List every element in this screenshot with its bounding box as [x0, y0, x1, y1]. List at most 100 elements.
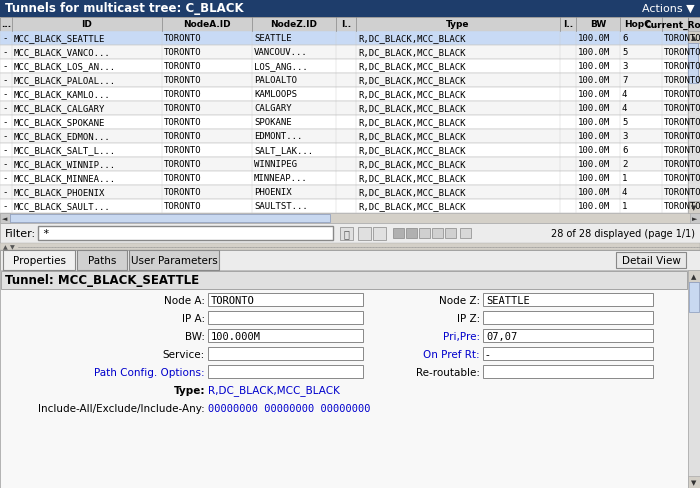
Text: IP Z:: IP Z: — [456, 313, 480, 324]
Text: R,DC_BLACK,MCC_BLACK: R,DC_BLACK,MCC_BLACK — [358, 202, 466, 211]
Text: ▲: ▲ — [3, 244, 8, 249]
Text: ▼: ▼ — [692, 204, 696, 210]
Bar — [0, 224, 700, 244]
Text: 4: 4 — [622, 188, 627, 197]
Text: 5: 5 — [622, 118, 627, 127]
Text: 1: 1 — [622, 202, 627, 211]
Text: SAULTST...: SAULTST... — [254, 202, 308, 211]
Text: I..: I.. — [563, 20, 573, 29]
Bar — [0, 172, 688, 185]
Bar — [0, 46, 688, 60]
Text: User Parameters: User Parameters — [131, 256, 218, 265]
Text: Type:: Type: — [174, 385, 205, 395]
Text: 2: 2 — [622, 160, 627, 169]
Text: TORONTO-SA...: TORONTO-SA... — [664, 146, 700, 155]
Bar — [483, 365, 653, 378]
Bar — [616, 252, 686, 268]
Text: Include-All/Exclude/Include-Any:: Include-All/Exclude/Include-Any: — [38, 403, 205, 413]
Text: 4: 4 — [622, 90, 627, 99]
Text: IP A:: IP A: — [182, 313, 205, 324]
Text: TORONTO: TORONTO — [211, 295, 255, 305]
Text: TORONTO-SA...: TORONTO-SA... — [664, 202, 700, 211]
Text: R,DC_BLACK,MCC_BLACK: R,DC_BLACK,MCC_BLACK — [358, 48, 466, 58]
Bar — [208, 329, 363, 342]
Bar — [10, 215, 330, 223]
Text: TORONTO-SA...: TORONTO-SA... — [664, 90, 700, 99]
Text: -: - — [2, 35, 8, 43]
Text: -: - — [2, 188, 8, 197]
Text: TORONTO: TORONTO — [164, 160, 202, 169]
Bar — [688, 32, 700, 214]
Text: R,DC_BLACK,MCC_BLACK: R,DC_BLACK,MCC_BLACK — [358, 62, 466, 71]
Bar — [688, 202, 700, 214]
Text: KAMLOOPS: KAMLOOPS — [254, 90, 297, 99]
Text: TORONTO: TORONTO — [164, 35, 202, 43]
Text: 100.0M: 100.0M — [578, 62, 610, 71]
Text: -: - — [486, 349, 490, 359]
Text: ID: ID — [82, 20, 92, 29]
Text: 4: 4 — [622, 104, 627, 113]
Text: PHOENIX: PHOENIX — [254, 188, 292, 197]
Bar — [688, 270, 700, 488]
Bar — [0, 18, 700, 32]
Text: 100.0M: 100.0M — [578, 188, 610, 197]
Text: WINNIPEG: WINNIPEG — [254, 160, 297, 169]
Text: SALT_LAK...: SALT_LAK... — [254, 146, 313, 155]
Bar — [208, 347, 363, 360]
Text: 100.0M: 100.0M — [578, 202, 610, 211]
Bar — [688, 270, 700, 283]
Text: MCC_BLACK_MINNEA...: MCC_BLACK_MINNEA... — [14, 174, 116, 183]
Text: R,DC_BLACK,MCC_BLACK: R,DC_BLACK,MCC_BLACK — [358, 35, 466, 43]
Text: -: - — [2, 118, 8, 127]
Text: 5: 5 — [622, 48, 627, 58]
Bar — [0, 143, 688, 158]
Text: 6: 6 — [622, 35, 627, 43]
Text: SPOKANE: SPOKANE — [254, 118, 292, 127]
Text: TORONTO-SA...: TORONTO-SA... — [664, 35, 700, 43]
Bar — [0, 130, 688, 143]
Text: MCC_BLACK_SPOKANE: MCC_BLACK_SPOKANE — [14, 118, 106, 127]
Bar — [0, 158, 688, 172]
Bar — [689, 283, 699, 312]
Text: ▲: ▲ — [692, 35, 696, 41]
Text: -: - — [2, 104, 8, 113]
Text: MCC_BLACK_KAMLO...: MCC_BLACK_KAMLO... — [14, 90, 111, 99]
Text: 1: 1 — [622, 174, 627, 183]
Text: TORONTO: TORONTO — [164, 104, 202, 113]
Bar — [0, 185, 688, 200]
Text: NodeZ.ID: NodeZ.ID — [270, 20, 318, 29]
Text: 100.0M: 100.0M — [578, 160, 610, 169]
Text: TORONTO: TORONTO — [164, 62, 202, 71]
Bar — [445, 228, 456, 239]
Text: HopC..: HopC.. — [624, 20, 658, 29]
Text: MCC_BLACK_SAULT...: MCC_BLACK_SAULT... — [14, 202, 111, 211]
Text: -: - — [2, 146, 8, 155]
Bar — [129, 250, 219, 270]
Text: R,DC_BLACK,MCC_BLACK: R,DC_BLACK,MCC_BLACK — [358, 90, 466, 99]
Text: MINNEAP...: MINNEAP... — [254, 174, 308, 183]
Text: -: - — [2, 160, 8, 169]
Text: NodeA.ID: NodeA.ID — [183, 20, 231, 29]
Bar — [690, 214, 700, 224]
Bar — [0, 250, 700, 488]
Text: -: - — [2, 48, 8, 58]
Text: Paths: Paths — [88, 256, 116, 265]
Text: LOS_ANG...: LOS_ANG... — [254, 62, 308, 71]
Text: R,DC_BLACK,MCC_BLACK: R,DC_BLACK,MCC_BLACK — [358, 132, 466, 141]
Text: SEATTLE: SEATTLE — [254, 35, 292, 43]
Bar — [3, 250, 75, 270]
Bar — [208, 365, 363, 378]
Text: -: - — [2, 132, 8, 141]
Bar — [393, 228, 404, 239]
Text: TORONTO: TORONTO — [164, 118, 202, 127]
Bar — [688, 44, 698, 84]
Bar — [0, 244, 700, 250]
Bar — [688, 18, 700, 32]
Text: TORONTO-MI...: TORONTO-MI... — [664, 188, 700, 197]
Text: TORONTO-SA...: TORONTO-SA... — [664, 104, 700, 113]
Text: Node Z:: Node Z: — [439, 295, 480, 305]
Bar — [688, 32, 700, 44]
Text: Filter:: Filter: — [5, 228, 36, 239]
Text: 100.0M: 100.0M — [578, 35, 610, 43]
Bar — [432, 228, 443, 239]
